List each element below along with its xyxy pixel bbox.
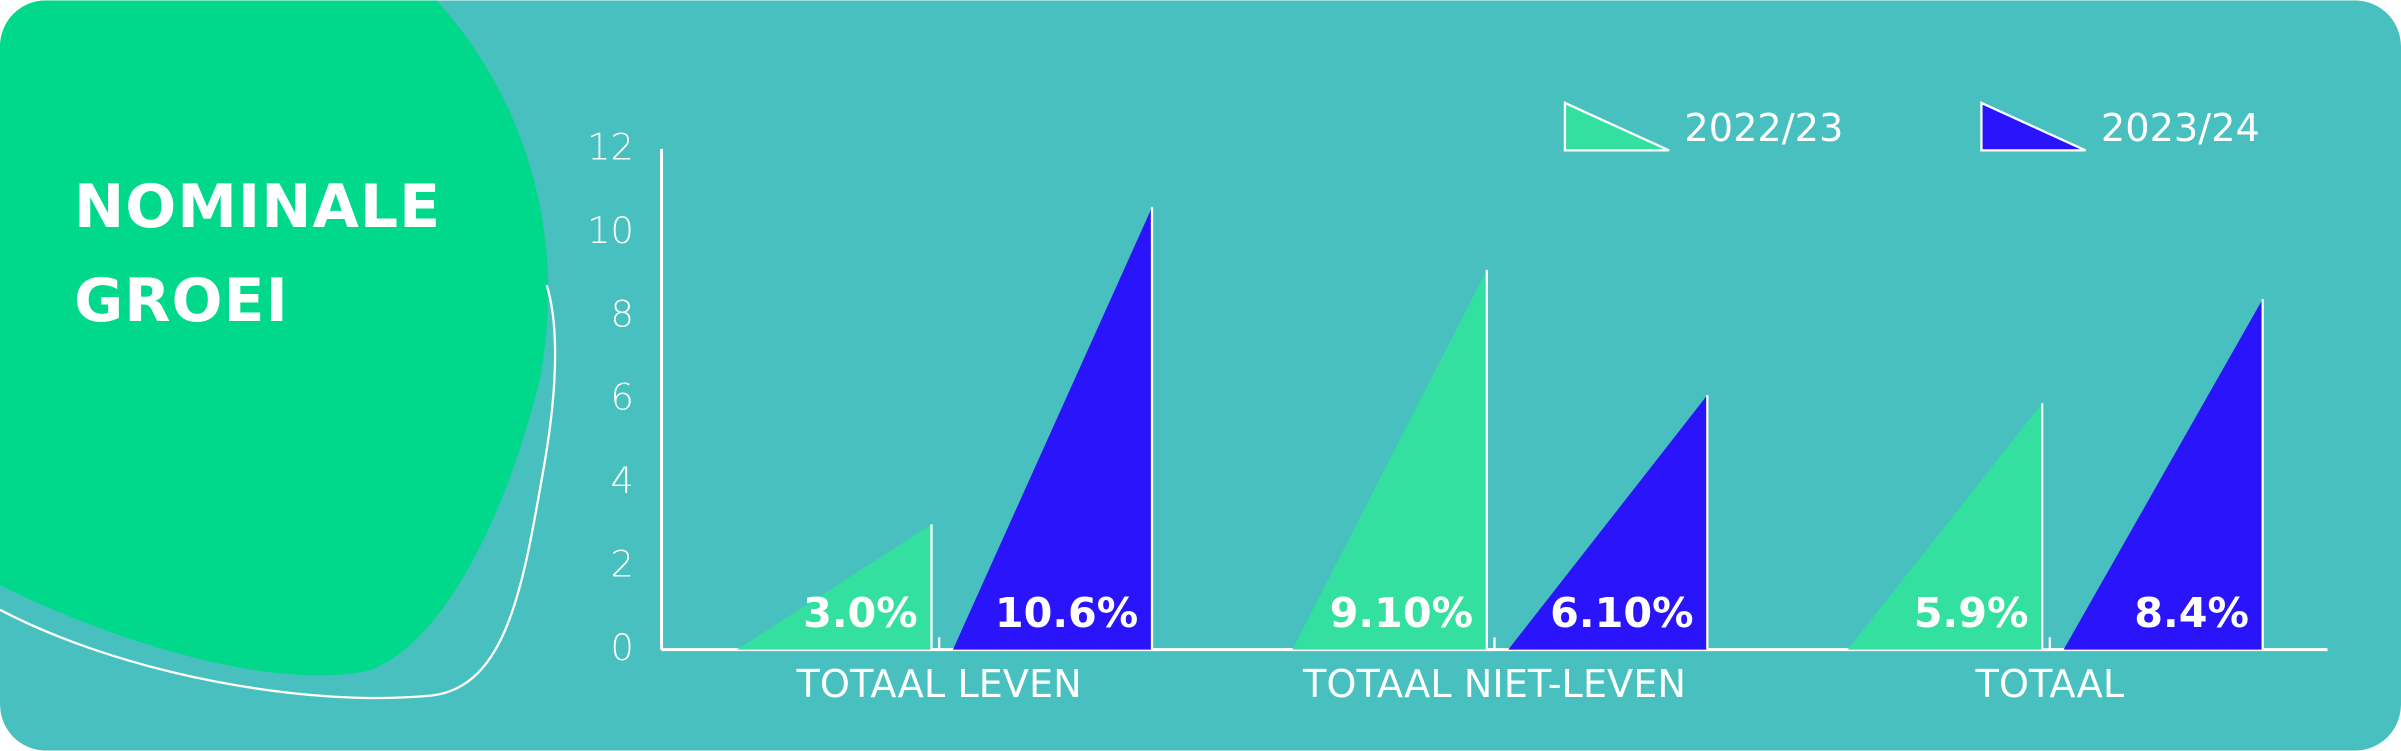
triangle-bar xyxy=(2063,299,2263,650)
data-label: 6.10% xyxy=(1550,589,1693,637)
x-tick-label: TOTAAL xyxy=(1975,662,2125,707)
legend-swatch xyxy=(1980,101,2087,152)
blob-outline xyxy=(0,284,557,700)
triangle-bar xyxy=(737,524,932,650)
legend-swatch xyxy=(1563,101,1670,152)
y-tick-label: 8 xyxy=(611,292,634,335)
y-tick-label: 12 xyxy=(587,125,634,168)
y-tick-label: 10 xyxy=(587,209,634,252)
y-tick-label: 2 xyxy=(611,543,634,586)
blob xyxy=(0,0,549,676)
data-label: 5.9% xyxy=(1914,589,2029,637)
data-label: 8.4% xyxy=(2134,589,2249,637)
data-label: 9.10% xyxy=(1330,589,1473,637)
triangle-bar xyxy=(1508,395,1708,650)
x-tick-label: TOTAAL LEVEN xyxy=(796,662,1082,707)
y-tick-label: 4 xyxy=(611,459,634,502)
y-tick-label: 0 xyxy=(611,626,634,669)
chart-title: NOMINALE GROEI xyxy=(74,172,442,336)
data-label: 10.6% xyxy=(995,589,1138,637)
triangle-bar xyxy=(952,207,1153,650)
legend-label: 2023/24 xyxy=(2101,106,2260,151)
data-label: 3.0% xyxy=(803,589,918,637)
triangle-bar xyxy=(1292,269,1487,650)
legend-label: 2022/23 xyxy=(1684,106,1843,151)
x-tick-label: TOTAAL NIET-LEVEN xyxy=(1302,662,1686,707)
y-tick-label: 6 xyxy=(611,376,634,419)
